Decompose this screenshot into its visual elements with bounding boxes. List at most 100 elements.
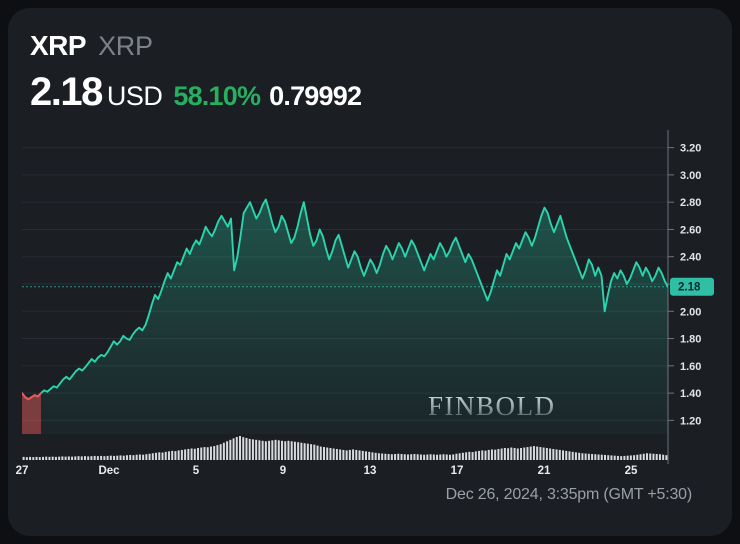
volume-bar: [329, 448, 332, 460]
volume-bar: [377, 453, 380, 460]
volume-bar: [142, 454, 145, 460]
volume-bar: [174, 451, 177, 460]
volume-bar: [642, 453, 645, 460]
volume-bar: [591, 454, 594, 460]
volume-bar: [213, 446, 216, 460]
volume-bar: [32, 457, 35, 460]
volume-bar: [93, 455, 96, 460]
volume-bar: [184, 449, 187, 460]
volume-bar: [426, 454, 429, 460]
volume-bar: [122, 455, 125, 460]
volume-bar: [610, 455, 613, 460]
volume-bar: [54, 456, 57, 460]
price-line: [22, 198, 668, 401]
volume-bar: [158, 452, 161, 460]
x-axis-label: 5: [193, 465, 200, 477]
volume-bar: [281, 440, 284, 460]
symbol-row: XRP XRP: [30, 30, 732, 62]
volume-bar: [106, 455, 109, 460]
volume-bar: [22, 456, 25, 460]
x-axis-label: 25: [625, 465, 638, 477]
volume-bar: [222, 442, 225, 460]
volume-bar: [416, 454, 419, 460]
volume-bar: [513, 448, 516, 460]
current-price-badge[interactable]: 2.18: [670, 277, 714, 296]
volume-bar: [604, 454, 607, 460]
volume-bar: [113, 455, 116, 460]
volume-bar: [487, 449, 490, 460]
volume-bar: [226, 441, 229, 460]
volume-bar: [516, 448, 519, 460]
volume-bar: [74, 456, 77, 460]
volume-bar: [87, 456, 90, 460]
volume-bar: [209, 446, 212, 460]
volume-bar: [555, 449, 558, 460]
volume-bar: [371, 452, 374, 460]
volume-bar: [497, 448, 500, 460]
volume-bar: [300, 442, 303, 460]
volume-bar: [67, 456, 70, 460]
crypto-chart-card: XRP XRP 2.18 USD 58.10% 0.79992: [8, 8, 732, 536]
volume-bar: [167, 451, 170, 460]
volume-bar: [274, 439, 277, 460]
change-percent: 58.10%: [173, 81, 261, 111]
volume-bar: [626, 455, 629, 460]
x-axis-label: 9: [280, 465, 286, 477]
volume-bar: [35, 456, 38, 460]
volume-bar: [478, 450, 481, 460]
y-axis-label: 2.60: [680, 224, 701, 236]
x-axis-label: 17: [451, 465, 464, 477]
volume-bar: [41, 456, 44, 460]
current-price-badge-label: 2.18: [678, 282, 701, 294]
volume-bar: [536, 446, 539, 460]
volume-bars: [22, 436, 668, 460]
x-axis-label: 27: [16, 465, 29, 477]
volume-bar: [187, 448, 190, 460]
y-axis-label: 3.20: [680, 143, 701, 155]
volume-bar: [510, 447, 513, 460]
volume-bar: [45, 456, 48, 460]
chart-timestamp: Dec 26, 2024, 3:35pm (GMT +5:30): [445, 486, 693, 503]
volume-bar: [623, 455, 626, 460]
volume-bar: [258, 440, 261, 460]
volume-bar: [458, 453, 461, 460]
volume-bar: [116, 455, 119, 460]
volume-bar: [387, 454, 390, 460]
volume-bar: [390, 454, 393, 460]
volume-bar: [381, 453, 384, 460]
volume-bar: [232, 438, 235, 460]
volume-bar: [452, 454, 455, 460]
volume-bar: [83, 456, 86, 460]
volume-bar: [145, 454, 148, 460]
volume-bar: [445, 454, 448, 460]
volume-bar: [578, 452, 581, 460]
volume-bar: [523, 447, 526, 460]
volume-bar: [500, 448, 503, 460]
volume-bar: [481, 450, 484, 460]
volume-bar: [339, 449, 342, 460]
volume-bar: [287, 440, 290, 460]
volume-bar: [268, 440, 271, 460]
y-axis-label: 1.40: [680, 388, 701, 400]
price-chart: 3.203.002.802.602.402.202.001.801.601.40…: [8, 128, 732, 478]
volume-bar: [190, 448, 193, 460]
volume-bar: [410, 454, 413, 460]
volume-bar: [552, 448, 555, 460]
volume-bar: [125, 455, 128, 460]
volume-bar: [138, 454, 141, 460]
volume-bar: [100, 455, 103, 460]
volume-bar: [216, 445, 219, 460]
price-area-fill: [22, 199, 668, 434]
volume-bar: [465, 452, 468, 460]
y-axis-label: 3.00: [680, 170, 701, 182]
volume-bar: [581, 453, 584, 460]
volume-bar: [526, 447, 529, 460]
price-row: 2.18 USD 58.10% 0.79992: [30, 72, 732, 116]
volume-bar: [358, 450, 361, 460]
current-price: 2.18: [30, 70, 103, 114]
volume-bar: [574, 452, 577, 460]
volume-bar: [629, 455, 632, 460]
volume-bar: [239, 436, 242, 460]
volume-bar: [171, 450, 174, 460]
volume-bar: [58, 456, 61, 460]
